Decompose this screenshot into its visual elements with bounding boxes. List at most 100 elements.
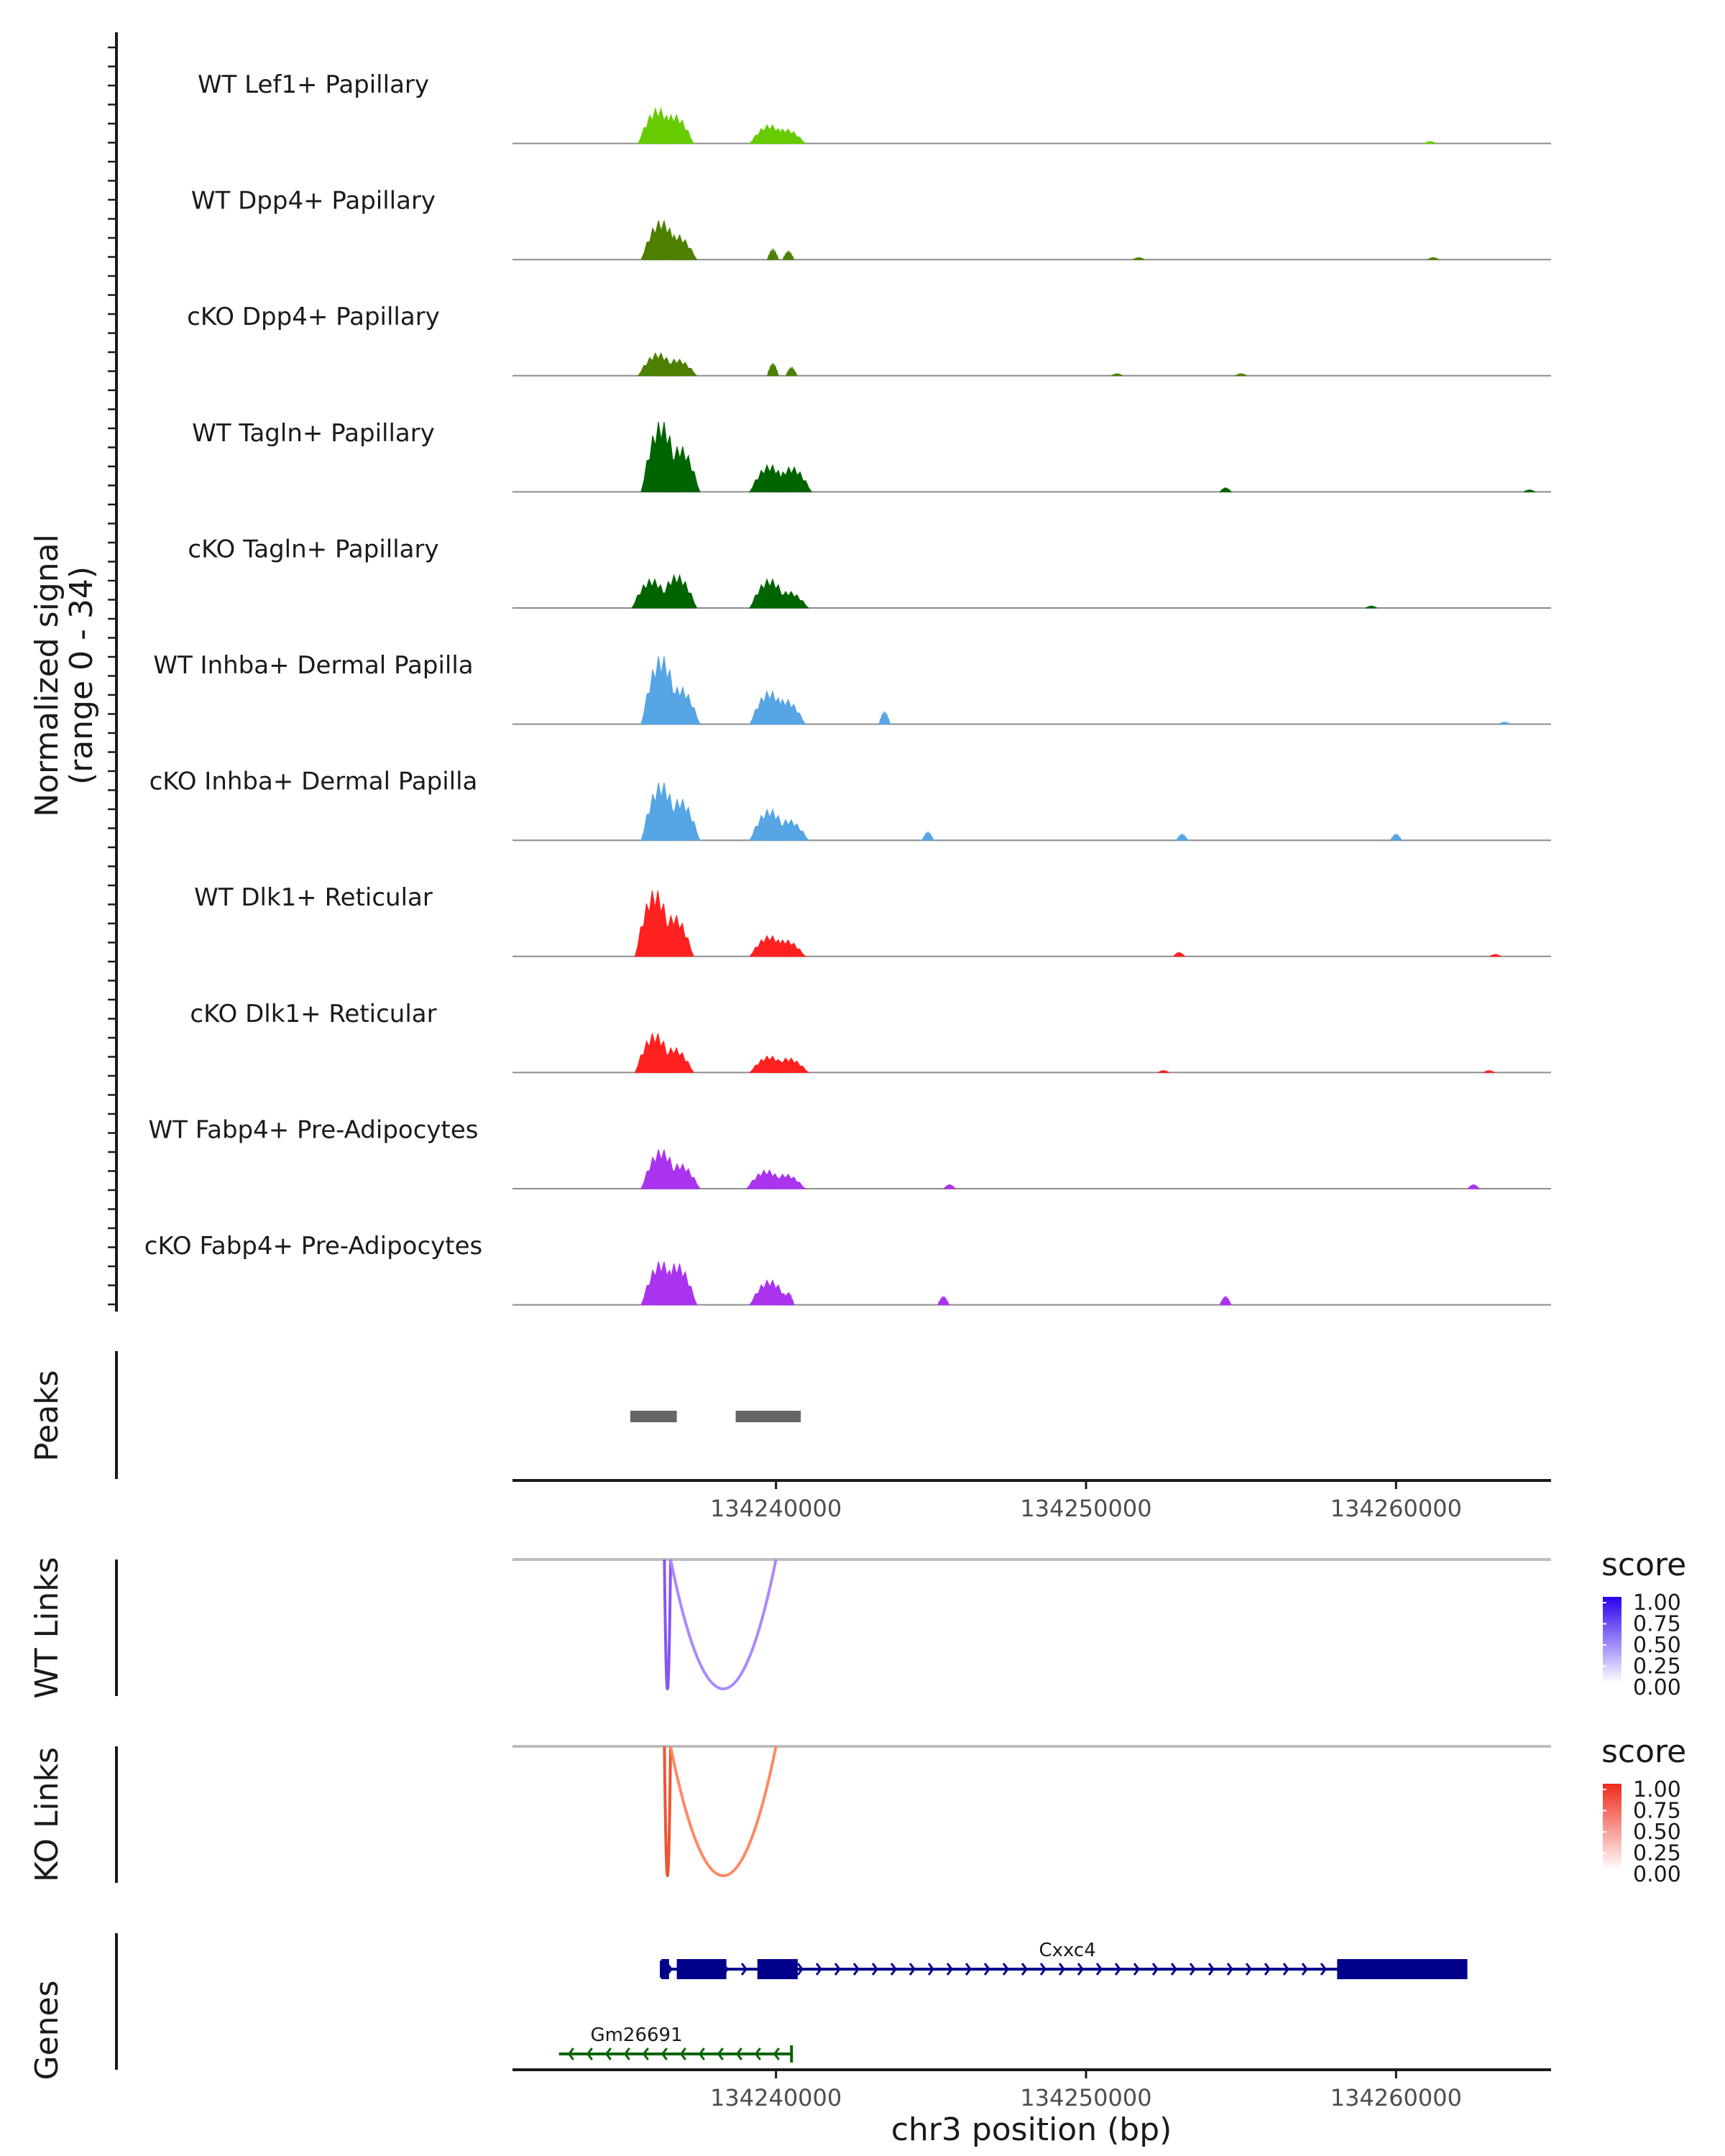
track-label: cKO Inhba+ Dermal Papilla — [150, 768, 478, 796]
signal-peak — [1110, 373, 1123, 377]
signal-peak — [1175, 833, 1189, 841]
strand-chevron — [965, 1963, 972, 1976]
x-tick-label: 134240000 — [710, 2084, 842, 2111]
signal-peak — [921, 831, 934, 841]
coverage-track: cKO Fabp4+ Pre-Adipocytes — [144, 1232, 1551, 1306]
link-arc — [663, 1559, 672, 1690]
strand-chevron — [815, 1963, 822, 1976]
signal-peak — [782, 250, 795, 260]
x-axis-title: chr3 position (bp) — [891, 2111, 1172, 2148]
signal-peak — [1389, 833, 1402, 841]
signal-peak — [767, 819, 809, 841]
signal-peak — [656, 358, 697, 377]
signal-peak — [765, 698, 806, 725]
strand-chevron — [1151, 1963, 1159, 1976]
coverage-track: WT Fabp4+ Pre-Adipocytes — [149, 1115, 1551, 1189]
strand-chevron — [735, 2047, 742, 2060]
signal-peak — [1489, 954, 1501, 957]
track-label: cKO Fabp4+ Pre-Adipocytes — [144, 1232, 483, 1261]
strand-chevron — [623, 2047, 630, 2060]
legend-colorbar — [1603, 1597, 1622, 1683]
legend-tick-label: 0.25 — [1633, 1841, 1681, 1866]
strand-chevron — [1301, 1963, 1308, 1976]
signal-peak — [765, 1174, 806, 1189]
track-label: WT Tagln+ Papillary — [192, 419, 435, 448]
signal-peak — [770, 466, 812, 492]
signal-peak — [659, 446, 701, 492]
strand-chevron — [1282, 1963, 1289, 1976]
strand-chevron — [908, 1963, 916, 1976]
signal-peak — [656, 573, 698, 609]
strand-chevron — [1114, 1963, 1121, 1976]
signal-peak — [659, 798, 701, 841]
signal-peak — [1133, 257, 1145, 260]
strand-chevron — [871, 1963, 878, 1976]
x-tick-label: 134250000 — [1020, 2084, 1151, 2111]
strand-chevron — [1077, 1963, 1084, 1976]
links-label: WT Links — [29, 1557, 65, 1698]
strand-chevron — [890, 1963, 897, 1976]
strand-chevron — [796, 1963, 804, 1976]
strand-chevron — [983, 1963, 990, 1976]
strand-chevron — [754, 2047, 761, 2060]
strand-chevron — [773, 2047, 780, 2060]
strand-chevron — [642, 2047, 649, 2060]
coverage-track: WT Dpp4+ Papillary — [191, 187, 1551, 261]
strand-chevron — [740, 1963, 748, 1976]
coverage-track: WT Lef1+ Papillary — [198, 70, 1551, 144]
peaks-label: Peaks — [29, 1370, 65, 1461]
x-tick-label: 134260000 — [1330, 1495, 1462, 1522]
strand-chevron — [1208, 1963, 1215, 1976]
signal-peak — [653, 1046, 695, 1073]
peaks-track — [115, 1351, 801, 1479]
track-label: WT Inhba+ Dermal Papilla — [153, 651, 473, 680]
strand-chevron — [1189, 1963, 1196, 1976]
track-label: WT Fabp4+ Pre-Adipocytes — [149, 1115, 479, 1144]
legend-title: score — [1601, 1547, 1686, 1583]
strand-chevron — [679, 2047, 686, 2060]
legend-tick-label: 0.75 — [1633, 1612, 1681, 1637]
signal-peak — [1499, 722, 1511, 725]
coverage-track: cKO Inhba+ Dermal Papilla — [150, 768, 1551, 842]
gene-exon — [757, 1959, 798, 1979]
signal-peak — [656, 234, 698, 260]
link-arc — [669, 1746, 778, 1877]
coverage-tracks: WT Lef1+ Papillary WT Dpp4+ Papillary cKO … — [144, 70, 1551, 1306]
strand-chevron — [1058, 1963, 1065, 1976]
peak-region — [735, 1411, 801, 1422]
gene-model: Cxxc4 — [660, 1940, 1468, 1979]
coverage-track: WT Tagln+ Papillary — [192, 419, 1551, 493]
track-label: cKO Dpp4+ Papillary — [187, 303, 440, 331]
strand-chevron — [946, 1963, 953, 1976]
legend-tick-label: 0.25 — [1633, 1654, 1681, 1680]
legend-tick-label: 1.00 — [1633, 1590, 1681, 1616]
strand-chevron — [1002, 1963, 1009, 1976]
signal-peak — [785, 366, 798, 377]
signal-peak — [765, 128, 806, 144]
links-panel: WT Links score 1.000.750.500.250.00 — [29, 1547, 1686, 1700]
legend-tick-label: 0.00 — [1633, 1675, 1681, 1700]
x-tick-label: 134240000 — [710, 1495, 842, 1522]
x-axis-top: 134240000 134250000 134260000 — [512, 1479, 1551, 1522]
strand-chevron — [834, 1963, 841, 1976]
strand-chevron — [1264, 1963, 1271, 1976]
links-legend: score 1.000.750.500.250.00 — [1601, 1547, 1686, 1700]
strand-chevron — [1039, 1963, 1046, 1976]
signal-peak — [1483, 1069, 1495, 1073]
coverage-track: WT Inhba+ Dermal Papilla — [153, 651, 1551, 725]
signal-peak — [1424, 141, 1436, 144]
strand-chevron — [698, 2047, 705, 2060]
coverage-track: cKO Dpp4+ Papillary — [187, 303, 1551, 377]
strand-chevron — [1021, 1963, 1028, 1976]
strand-chevron — [1320, 1963, 1327, 1976]
signal-peak — [656, 1263, 698, 1306]
signal-peak — [782, 1292, 795, 1306]
links-label: KO Links — [29, 1747, 65, 1882]
strand-chevron — [567, 2047, 574, 2060]
legend-tick-label: 0.75 — [1633, 1799, 1681, 1824]
track-label: WT Dlk1+ Reticular — [194, 883, 433, 912]
genes-track: Cxxc4 Gm26691 — [115, 1933, 1468, 2070]
strand-chevron — [1170, 1963, 1177, 1976]
signal-peak — [1157, 1069, 1170, 1073]
